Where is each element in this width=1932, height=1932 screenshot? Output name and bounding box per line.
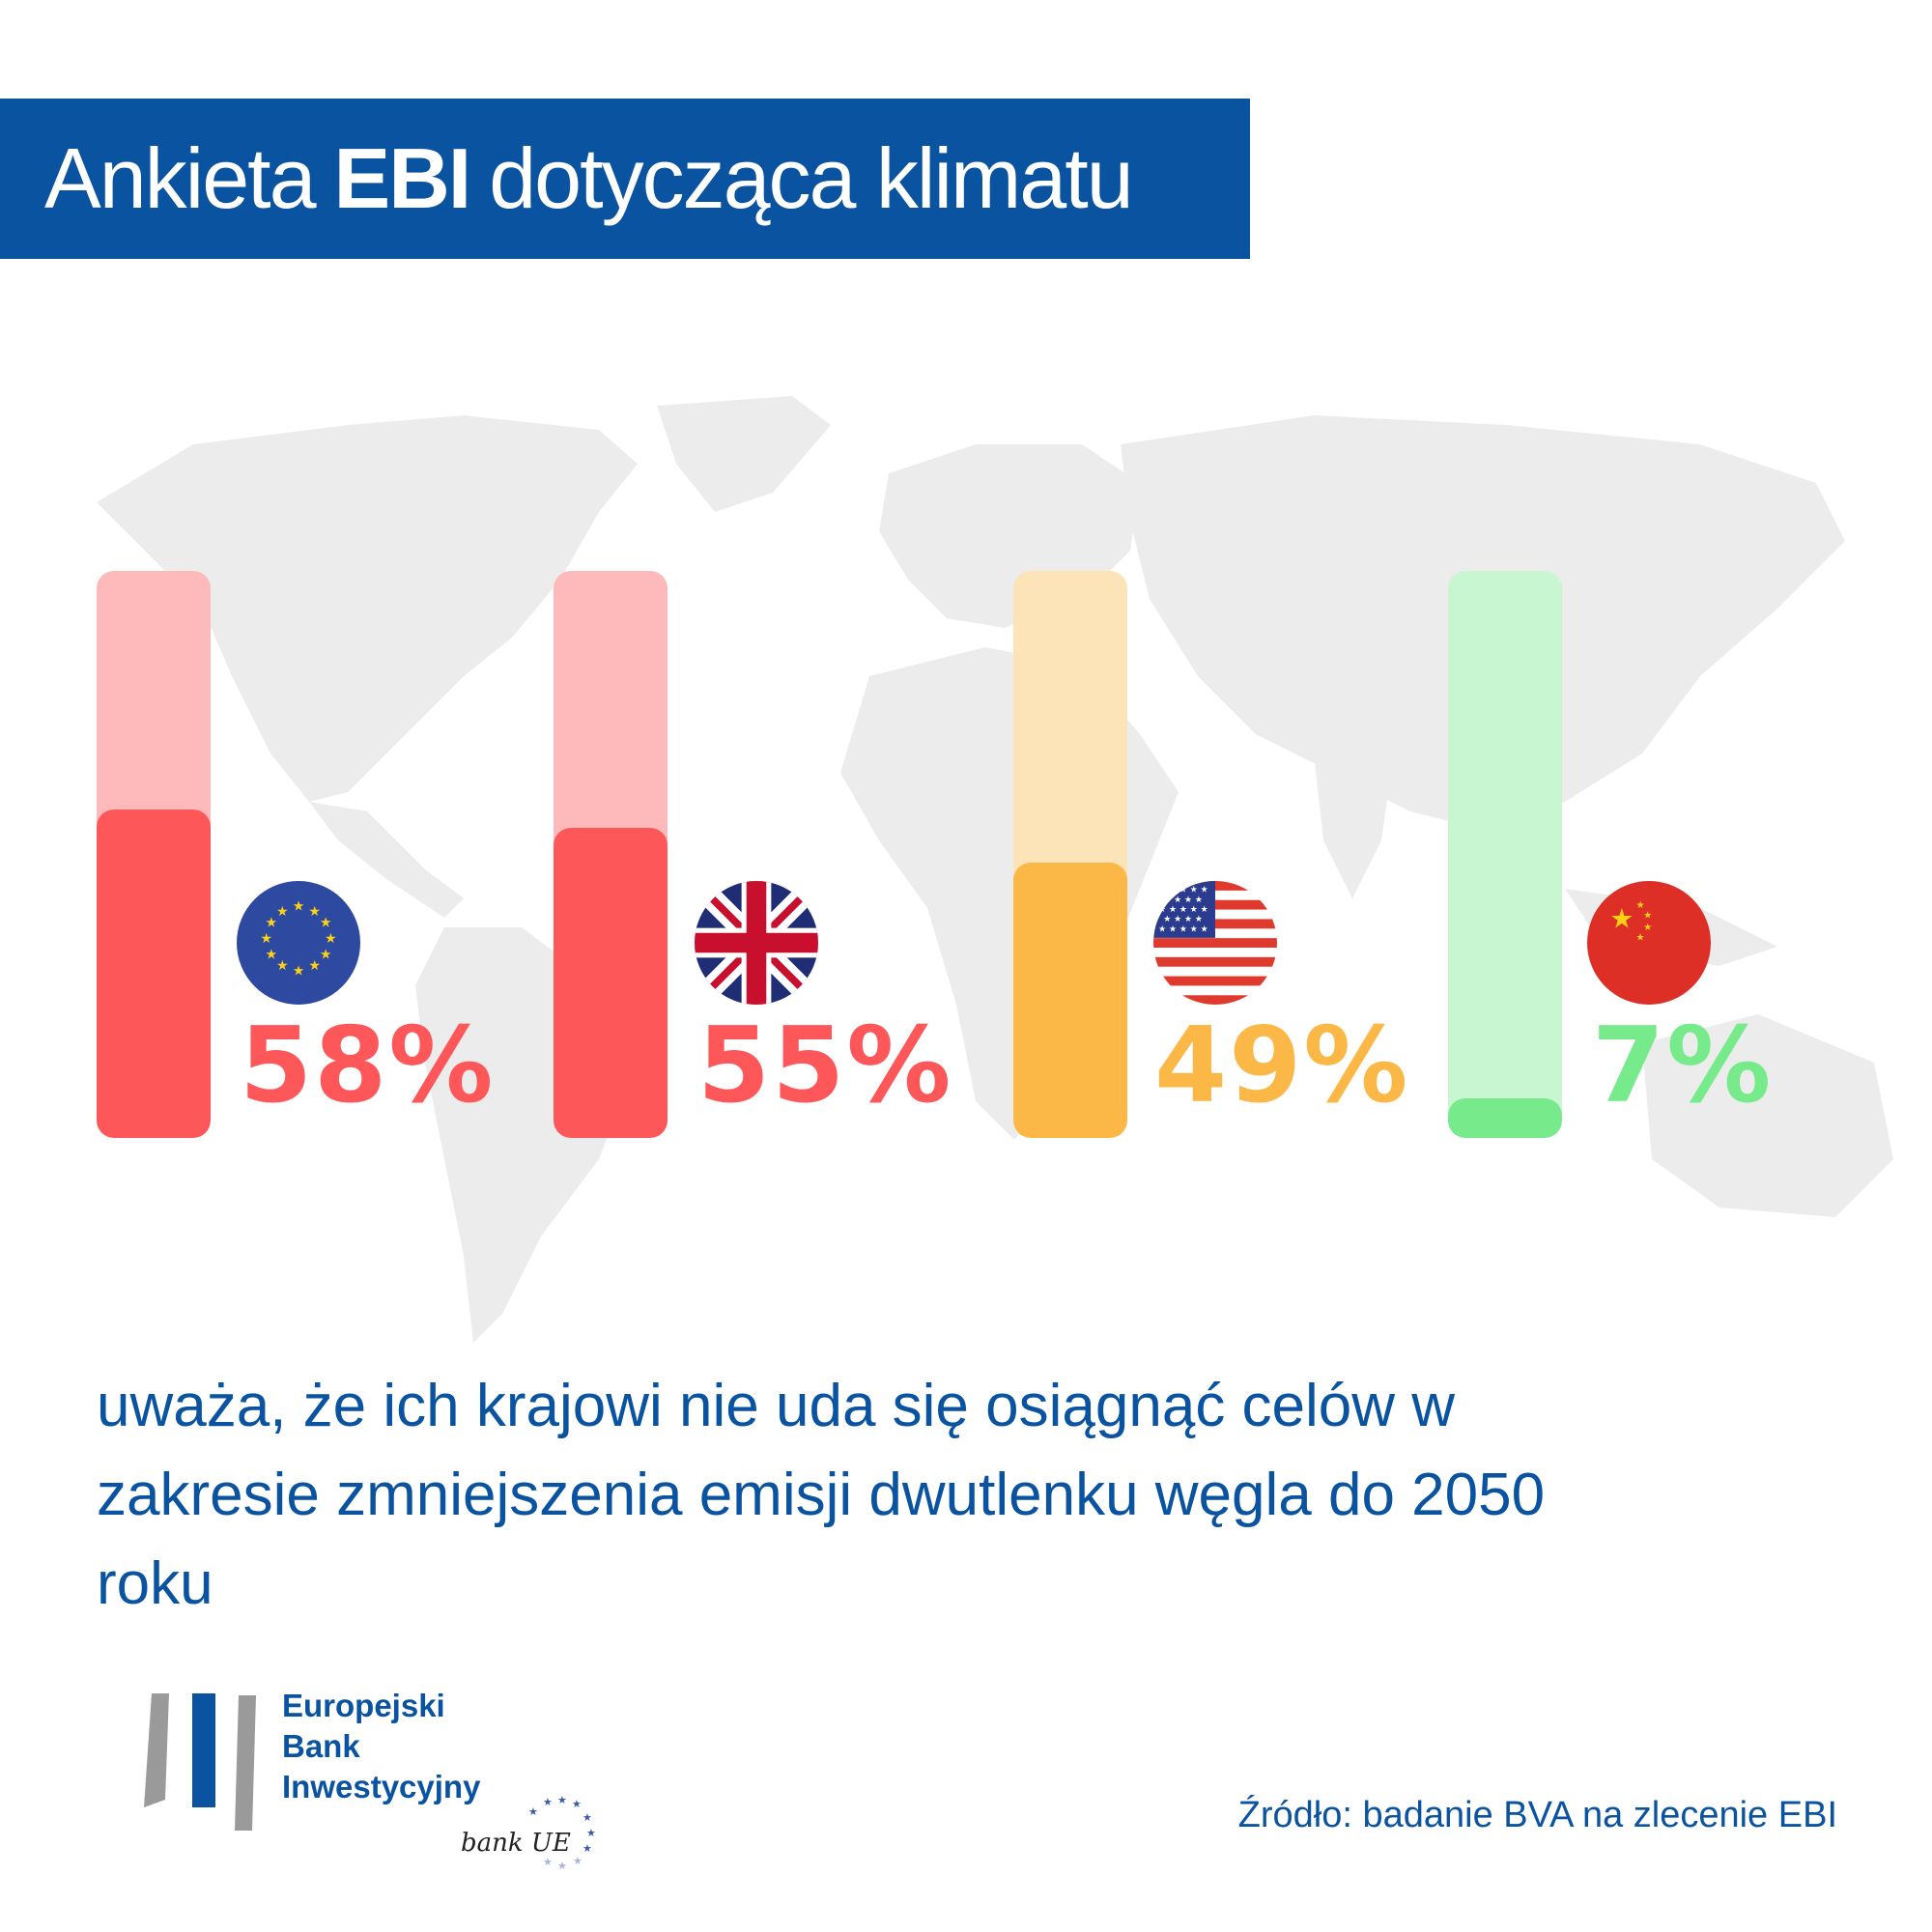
svg-text:★: ★ (1643, 922, 1652, 933)
value-label-uk: 55% (697, 1006, 953, 1126)
svg-text:★: ★ (1635, 899, 1644, 911)
svg-text:★ ★ ★ ★ ★: ★ ★ ★ ★ ★ (1158, 924, 1208, 934)
bank-ue-tagline: bank UE (461, 1829, 571, 1858)
svg-text:★: ★ (320, 948, 332, 963)
svg-text:★: ★ (1635, 931, 1644, 943)
bar-uk-fill (554, 828, 668, 1138)
title-suffix: dotycząca klimatu (489, 130, 1133, 226)
world-map-background (97, 396, 1893, 1343)
svg-text:★: ★ (582, 1842, 592, 1855)
svg-text:★: ★ (266, 915, 278, 930)
svg-text:★: ★ (1643, 909, 1652, 921)
svg-text:★: ★ (573, 1855, 582, 1867)
svg-text:★: ★ (308, 904, 321, 920)
eib-logo-text: Europejski Bank Inwestycyjny (282, 1686, 480, 1807)
svg-text:★: ★ (586, 1827, 596, 1839)
svg-text:★ ★ ★ ★ ★: ★ ★ ★ ★ ★ (1158, 905, 1208, 915)
logo-line-2: Bank (282, 1728, 360, 1764)
svg-text:★: ★ (528, 1805, 538, 1818)
svg-text:★: ★ (293, 963, 305, 979)
bar-eu (97, 571, 211, 1138)
value-label-eu: 58% (240, 1006, 496, 1126)
logo-line-3: Inwestycyjny (282, 1769, 481, 1804)
bar-uk (554, 571, 668, 1138)
eu-stars-icon: ★★ ★ ★★★ ★ ★★★ (528, 1794, 596, 1872)
svg-text:★: ★ (293, 899, 305, 915)
svg-text:★: ★ (320, 915, 332, 930)
source-note: Źródło: badanie BVA na zlecenie EBI (1237, 1795, 1837, 1835)
svg-text:★ ★ ★ ★: ★ ★ ★ ★ (1163, 915, 1203, 924)
bar-us-fill (1013, 863, 1127, 1138)
svg-text:★: ★ (276, 904, 289, 920)
svg-text:★: ★ (308, 958, 321, 974)
uk-flag-icon (695, 881, 818, 1005)
us-flag-icon: ★ ★ ★ ★ ★ ★ ★ ★ ★ ★ ★ ★ ★ ★ ★ ★ ★ ★ ★ ★ ★ … (1153, 881, 1277, 1005)
svg-text:★: ★ (557, 1794, 567, 1806)
caption-line-1: uważa, że ich krajowi nie uda się osiągn… (97, 1373, 1456, 1439)
caption-line-2: zakresie zmniejszenia emisji dwutlenku w… (97, 1462, 1546, 1528)
svg-text:★: ★ (276, 958, 289, 974)
bar-eu-fill (97, 810, 211, 1138)
svg-text:★: ★ (1609, 903, 1634, 935)
title-banner: Ankieta EBI dotycząca klimatu (0, 99, 1250, 259)
eu-flag-icon: ★ ★ ★ ★ ★ ★ ★ ★ ★ ★ ★ ★ (237, 881, 360, 1005)
title-prefix: Ankieta (44, 130, 317, 226)
eib-logo: Europejski Bank Inwestycyjny bank UE ★ ★ ★… (142, 1686, 625, 1879)
bar-us (1013, 571, 1127, 1138)
svg-text:★: ★ (582, 1811, 592, 1824)
svg-text:★: ★ (543, 1856, 553, 1868)
svg-text:★ ★ ★ ★ ★: ★ ★ ★ ★ ★ (1158, 886, 1208, 895)
bar-china (1448, 571, 1562, 1138)
svg-text:★: ★ (572, 1798, 582, 1810)
eib-logo-mark-icon (144, 1693, 256, 1831)
svg-text:★: ★ (266, 948, 278, 963)
svg-text:★: ★ (260, 931, 272, 947)
china-flag-icon: ★ ★ ★ ★ ★ (1587, 881, 1711, 1005)
svg-text:★: ★ (557, 1860, 567, 1872)
svg-text:★: ★ (543, 1796, 553, 1808)
caption-line-3: roku (97, 1550, 213, 1617)
svg-text:★ ★ ★ ★: ★ ★ ★ ★ (1163, 895, 1203, 905)
title-ebi: EBI (333, 130, 472, 226)
svg-text:★: ★ (325, 931, 337, 947)
value-label-us: 49% (1154, 1006, 1410, 1126)
logo-line-1: Europejski (282, 1688, 445, 1723)
caption-text: uważa, że ich krajowi nie uda się osiągn… (97, 1362, 1835, 1629)
bar-china-fill (1448, 1098, 1562, 1138)
value-label-china: 7% (1592, 1006, 1774, 1126)
